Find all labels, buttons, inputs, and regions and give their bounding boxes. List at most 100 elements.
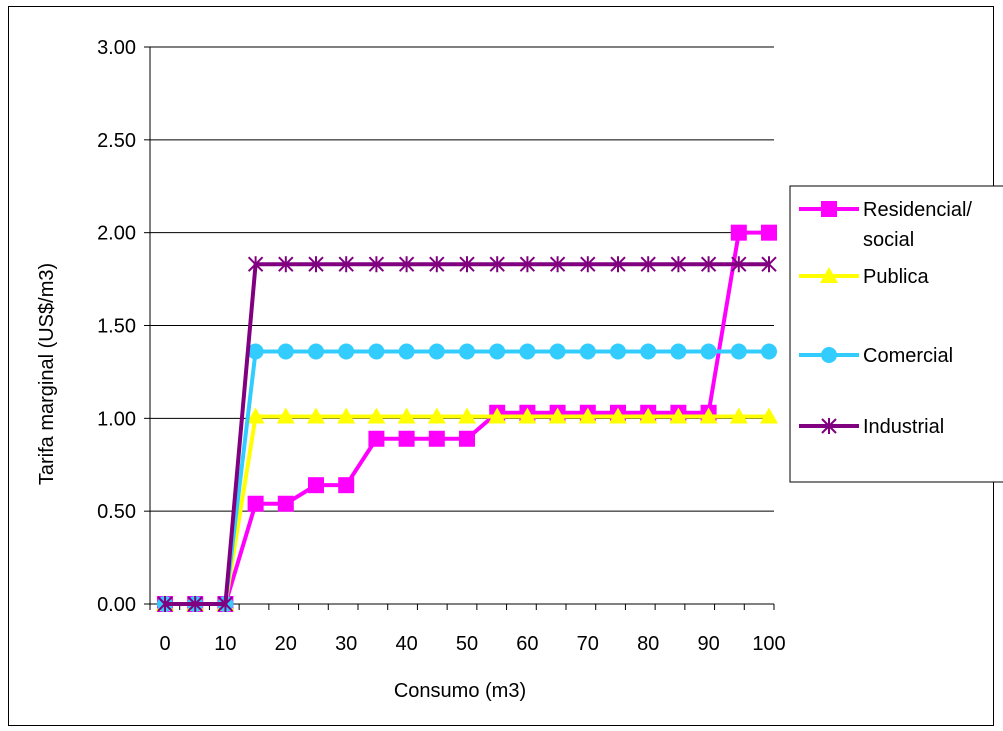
data-point-circle xyxy=(670,343,687,360)
legend-label: Comercial xyxy=(863,345,953,367)
data-point-star xyxy=(489,256,505,273)
data-point-triangle xyxy=(458,407,476,424)
data-point-circle xyxy=(277,343,294,360)
series-line xyxy=(165,349,769,606)
data-point-circle xyxy=(459,343,475,360)
x-axis-title: Consumo (m3) xyxy=(394,680,526,702)
data-point-triangle xyxy=(639,407,658,424)
data-point-triangle xyxy=(488,407,507,424)
data-point-triangle xyxy=(820,267,838,283)
data-point-circle xyxy=(368,343,385,360)
data-point-star xyxy=(217,596,234,612)
data-point-star xyxy=(640,256,656,273)
series-3 xyxy=(157,256,777,612)
y-tick-label: 0.50 xyxy=(97,501,136,523)
data-point-circle xyxy=(428,343,445,360)
data-point-triangle xyxy=(548,407,567,424)
data-point-circle xyxy=(640,343,657,360)
data-point-circle xyxy=(761,343,777,360)
data-point-triangle xyxy=(518,407,537,424)
legend: Residencial/social Publica Comercial Indust… xyxy=(789,185,1003,483)
data-point-star xyxy=(398,256,415,273)
y-tick-label: 3.00 xyxy=(97,37,136,59)
data-point-triangle xyxy=(246,407,265,424)
data-point-circle xyxy=(308,343,324,360)
data-point-square xyxy=(308,477,324,494)
series-2 xyxy=(157,343,777,612)
data-point-square xyxy=(338,477,355,494)
legend-label: social xyxy=(863,229,914,251)
x-tick-label: 70 xyxy=(577,633,599,655)
legend-item: Industrial xyxy=(799,416,944,438)
data-point-star xyxy=(157,596,173,612)
x-tick-label: 80 xyxy=(637,633,659,655)
x-tick-label: 60 xyxy=(516,633,538,655)
data-point-square xyxy=(368,430,385,447)
data-point-star xyxy=(821,418,837,434)
data-point-star xyxy=(580,256,596,273)
x-tick-label: 10 xyxy=(214,633,236,655)
legend-box xyxy=(789,185,1003,483)
data-point-square xyxy=(428,430,445,447)
data-point-circle xyxy=(398,343,415,360)
data-point-circle xyxy=(338,343,355,360)
legend-item: Comercial xyxy=(799,345,953,367)
data-point-circle xyxy=(610,343,626,360)
data-point-square xyxy=(398,430,415,447)
legend-label: Residencial/ xyxy=(863,199,972,221)
data-point-square xyxy=(459,430,475,447)
legend-label: Publica xyxy=(863,266,929,288)
data-point-triangle xyxy=(609,407,627,424)
data-point-triangle xyxy=(367,407,386,424)
data-point-triangle xyxy=(760,407,778,424)
data-point-star xyxy=(308,256,324,273)
plot-series xyxy=(156,224,778,612)
data-point-star xyxy=(700,256,717,273)
data-point-star xyxy=(610,256,626,273)
data-point-square xyxy=(247,495,264,512)
data-point-circle xyxy=(489,343,506,360)
data-point-triangle xyxy=(729,407,748,424)
axes: 0.00 0.50 1.00 1.50 2.00 2.50 3.00 0 10 20 30 40 50 6… xyxy=(97,37,786,655)
data-point-star xyxy=(187,596,203,612)
data-point-circle xyxy=(247,343,264,360)
x-tick-label: 30 xyxy=(335,633,357,655)
x-tick-label: 100 xyxy=(752,633,785,655)
data-point-triangle xyxy=(699,407,718,424)
legend-item: Residencial/social xyxy=(799,199,972,251)
data-point-square xyxy=(761,224,777,241)
data-point-star xyxy=(459,256,475,273)
data-point-triangle xyxy=(307,407,325,424)
data-point-circle xyxy=(821,347,837,363)
data-point-star xyxy=(670,256,687,273)
data-point-circle xyxy=(579,343,596,360)
y-tick-label: 2.50 xyxy=(97,130,136,152)
x-tick-label: 50 xyxy=(456,633,478,655)
data-point-star xyxy=(338,256,354,273)
data-point-square xyxy=(277,495,294,512)
data-point-square xyxy=(821,201,837,217)
data-point-triangle xyxy=(578,407,597,424)
data-point-triangle xyxy=(276,407,295,424)
data-point-circle xyxy=(730,343,747,360)
data-point-star xyxy=(278,256,294,273)
data-point-star xyxy=(247,256,264,273)
x-tick-label: 0 xyxy=(159,633,170,655)
legend-label: Industrial xyxy=(863,416,944,438)
data-point-triangle xyxy=(337,407,356,424)
data-point-triangle xyxy=(427,407,446,424)
y-tick-label: 0.00 xyxy=(97,594,136,616)
data-point-circle xyxy=(549,343,566,360)
data-point-star xyxy=(368,256,385,273)
data-point-star xyxy=(761,256,777,273)
data-point-star xyxy=(429,256,445,273)
data-point-circle xyxy=(700,343,717,360)
data-point-star xyxy=(731,256,747,273)
y-tick-label: 1.00 xyxy=(97,408,136,430)
data-point-triangle xyxy=(397,407,416,424)
x-tick-label: 40 xyxy=(395,633,417,655)
x-tick-label: 20 xyxy=(275,633,297,655)
data-point-star xyxy=(519,256,536,273)
y-axis-title: Tarifa marginal (US$/m3) xyxy=(36,263,58,485)
